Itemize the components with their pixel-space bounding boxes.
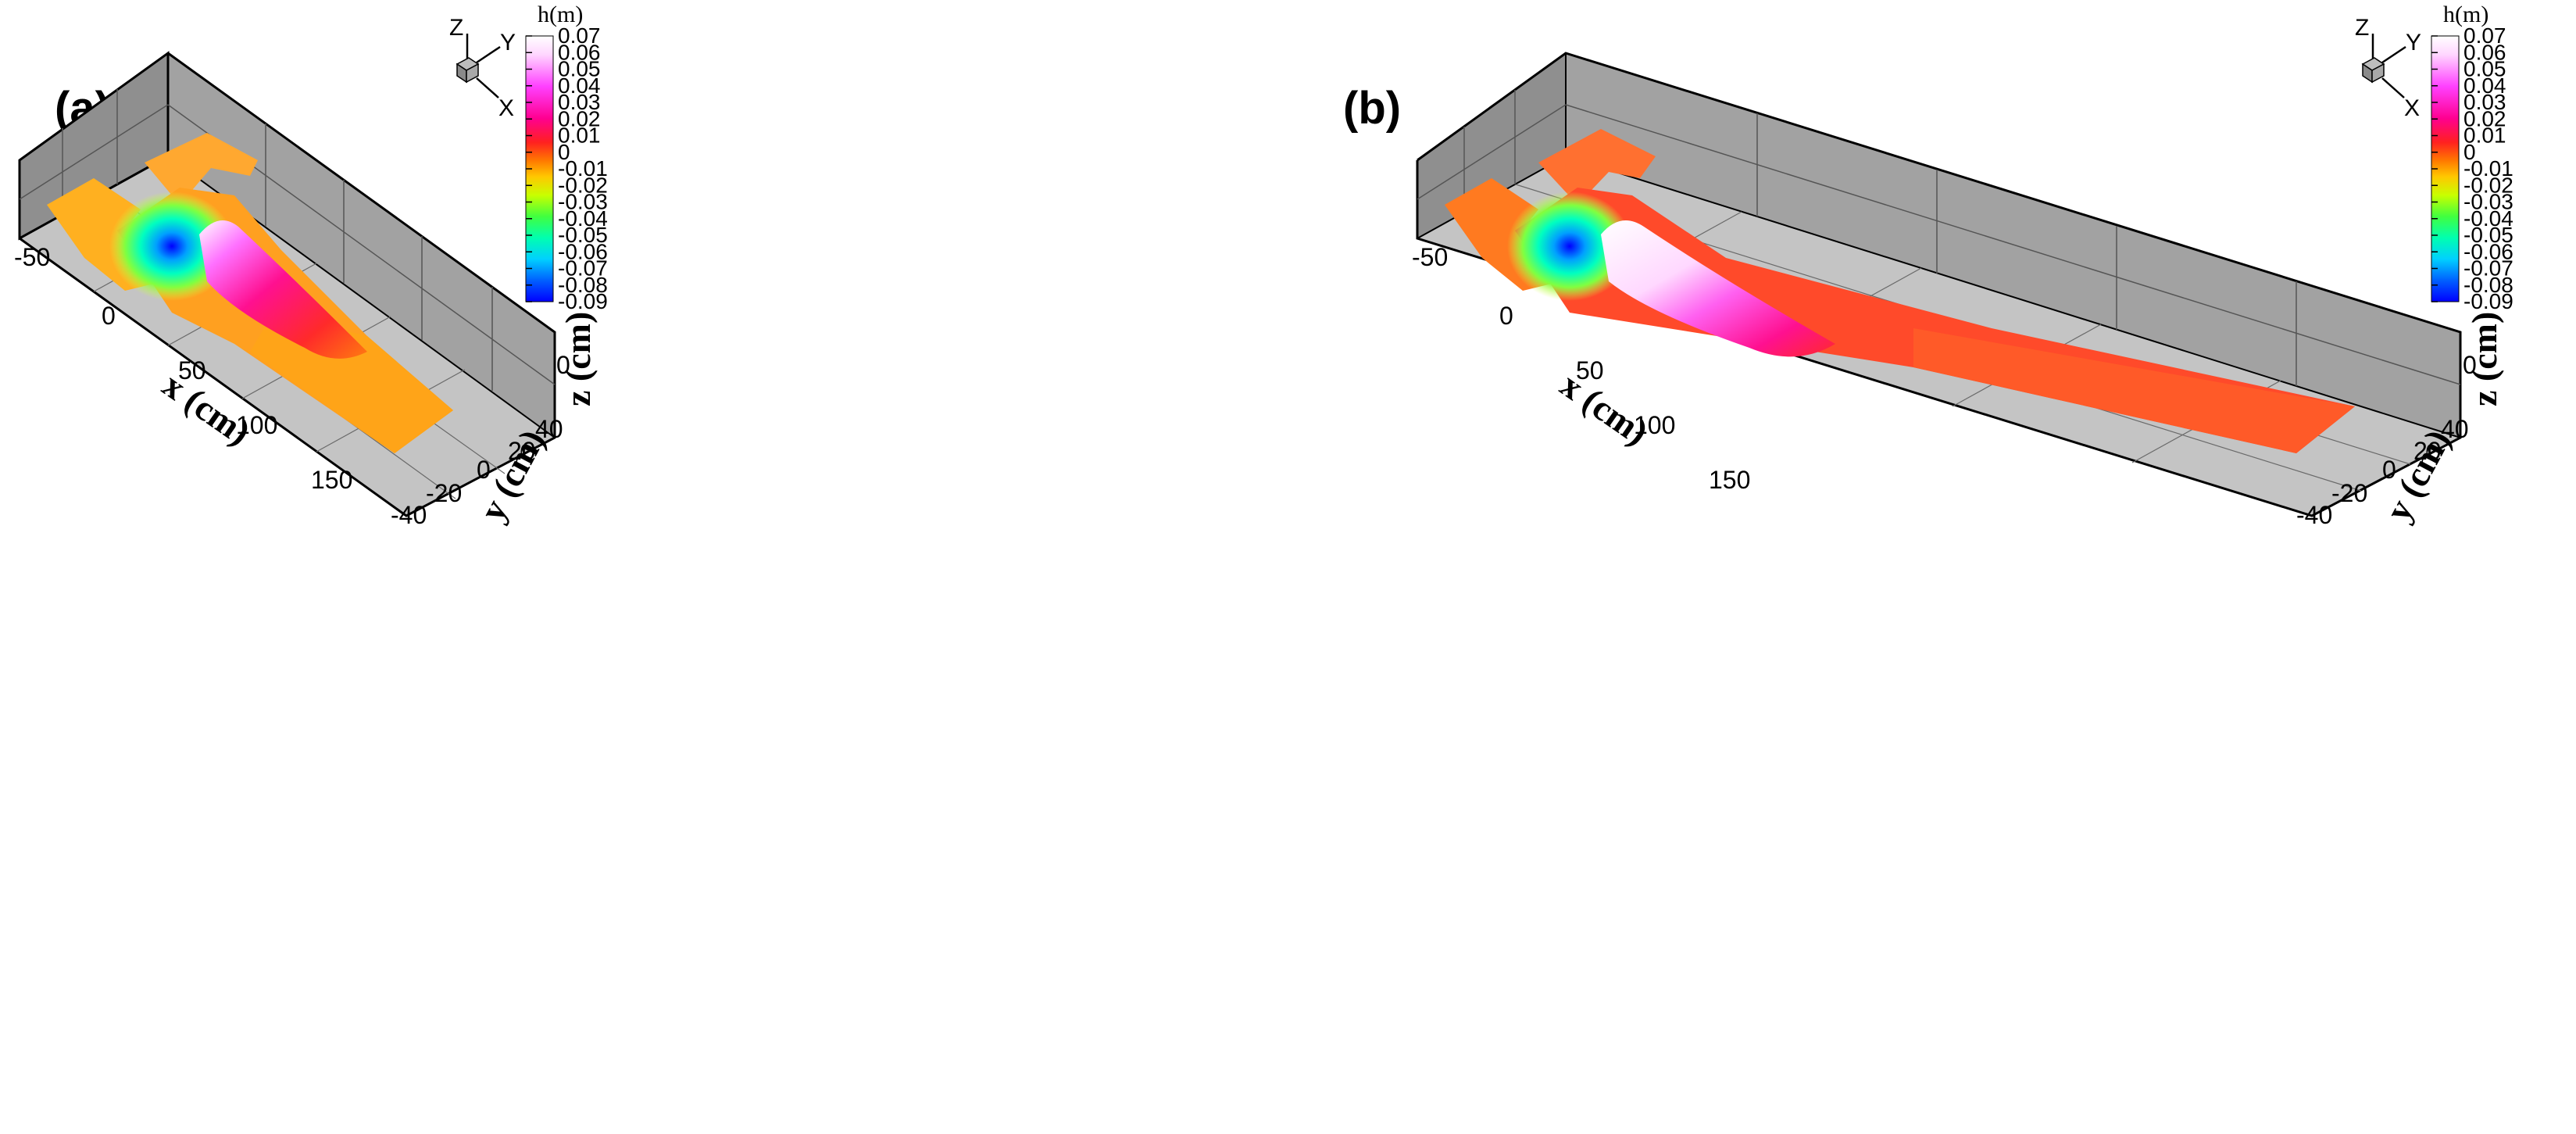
- colorbar-tick-label: -0.02: [558, 173, 608, 197]
- colorbar-tick-label: 0.01: [2463, 123, 2506, 148]
- channel-inlet: [145, 133, 258, 205]
- colorbar-tick-label: 0.07: [558, 23, 601, 48]
- y-tick: 20: [2413, 437, 2442, 465]
- z-tick: 0: [2463, 351, 2477, 379]
- colorbar-tick-label: -0.09: [2463, 289, 2513, 313]
- colorbar-tick-label: -0.09: [558, 289, 608, 313]
- colorbar-tick-label: -0.01: [2463, 156, 2513, 181]
- colorbar-tick-label: 0.06: [558, 40, 601, 64]
- colorbar-ticks: 0.070.060.050.040.030.020.010-0.01-0.02-…: [526, 23, 608, 313]
- colorbar-tick-label: 0.04: [558, 73, 601, 98]
- colorbar-tick-label: -0.03: [2463, 190, 2513, 214]
- colorbar-tick-label: -0.05: [558, 223, 608, 247]
- side-wall: [168, 53, 555, 438]
- colorbar-tick-label: -0.03: [558, 190, 608, 214]
- colorbar-tick-label: 0: [558, 140, 570, 164]
- colorbar-tick-label: -0.08: [2463, 273, 2513, 297]
- colorbar-tick-label: 0.05: [2463, 57, 2506, 81]
- colorbar-tick-label: 0.06: [2463, 40, 2506, 64]
- y-tick: 0: [2382, 456, 2396, 484]
- colorbar-tick-label: -0.06: [2463, 239, 2513, 263]
- x-tick: -50: [14, 243, 50, 271]
- axis-triad: Z Y X: [449, 15, 516, 121]
- colorbar-tick-label: -0.07: [558, 256, 608, 281]
- colorbar-tick-label: 0: [2463, 140, 2476, 164]
- deposition-mound: [199, 220, 367, 359]
- surface-plot-a: -50 0 50 100 150 x (cm) 40 20 0 -20 -40 …: [14, 2, 608, 529]
- triad-y-label: Y: [2406, 30, 2421, 55]
- colorbar-tick-label: -0.01: [558, 156, 608, 181]
- axis-triad: Z Y X: [2355, 15, 2421, 121]
- x-tick: 50: [178, 356, 206, 385]
- channel-downstream: [250, 313, 453, 453]
- colorbar-tick-label: 0.03: [2463, 90, 2506, 114]
- triad-y-label: Y: [500, 30, 516, 55]
- colorbar-tick-label: 0.04: [2463, 73, 2506, 98]
- triad-x-label: X: [498, 95, 514, 121]
- y-tick: 20: [508, 437, 536, 465]
- y-tick: -40: [391, 501, 427, 529]
- x-tick: 100: [1634, 411, 1675, 439]
- y-tick: -20: [2331, 479, 2367, 507]
- triad-x-label: X: [2404, 95, 2420, 121]
- colorbar-ticks: 0.070.060.050.040.030.020.010-0.01-0.02-…: [2431, 23, 2513, 313]
- x-tick: 100: [236, 411, 277, 439]
- bed-surface: [47, 133, 453, 453]
- surface-plot-b: -50 0 50 100 150 x (cm) 40 20 0 -20 -40 …: [1412, 2, 2513, 529]
- colorbar: h(m) 0.070.060.050.040.030.020.010-0.01-…: [525, 2, 608, 313]
- y-tick: -40: [2296, 501, 2332, 529]
- triad-z-label: Z: [2355, 15, 2369, 41]
- y-tick: 40: [2441, 415, 2469, 443]
- channel-inlet: [1538, 129, 1656, 205]
- x-tick: 0: [102, 302, 116, 330]
- colorbar-tick-label: -0.07: [2463, 256, 2513, 281]
- z-tick: 0: [556, 351, 570, 379]
- deposition-mound: [1601, 220, 1835, 357]
- colorbar-tick-label: -0.02: [2463, 173, 2513, 197]
- y-tick: -20: [426, 479, 462, 507]
- y-tick: 40: [535, 415, 563, 443]
- colorbar: h(m) 0.070.060.050.040.030.020.010-0.01-…: [2431, 2, 2513, 313]
- back-wall: [20, 53, 168, 238]
- x-axis-title: x (cm): [1553, 364, 1656, 453]
- x-tick: -50: [1412, 243, 1448, 271]
- panel-b: (b): [1288, 0, 2576, 1134]
- colorbar-tick-label: 0.05: [558, 57, 601, 81]
- colorbar-tick-label: -0.04: [558, 206, 608, 231]
- y-tick: 0: [477, 456, 491, 484]
- colorbar-title: h(m): [2443, 2, 2488, 27]
- bed-surface: [1445, 129, 2355, 453]
- colorbar-tick-label: 0.02: [558, 106, 601, 131]
- colorbar-title: h(m): [538, 2, 583, 27]
- panel-label: (b): [1343, 83, 1402, 134]
- z-axis-title: z (cm): [558, 312, 598, 406]
- x-tick: 150: [311, 466, 352, 494]
- x-tick: 150: [1709, 466, 1750, 494]
- colorbar-tick-label: -0.04: [2463, 206, 2513, 231]
- channel-downstream: [1913, 328, 2355, 453]
- panel-a: (a): [14, 2, 608, 529]
- x-tick: 50: [1576, 356, 1604, 385]
- triad-z-label: Z: [449, 15, 463, 41]
- colorbar-tick-label: 0.02: [2463, 106, 2506, 131]
- colorbar-tick-label: 0.07: [2463, 23, 2506, 48]
- colorbar-tick-label: 0.03: [558, 90, 601, 114]
- colorbar-tick-label: -0.08: [558, 273, 608, 297]
- scour-hole: [109, 191, 234, 301]
- z-axis-title: z (cm): [2464, 312, 2504, 406]
- scour-hole: [1507, 191, 1632, 301]
- x-tick: 0: [1499, 302, 1513, 330]
- back-wall: [1417, 53, 1566, 238]
- colorbar-tick-label: -0.06: [558, 239, 608, 263]
- side-wall: [1566, 53, 2460, 438]
- colorbar-tick-label: 0.01: [558, 123, 601, 148]
- colorbar-tick-label: -0.05: [2463, 223, 2513, 247]
